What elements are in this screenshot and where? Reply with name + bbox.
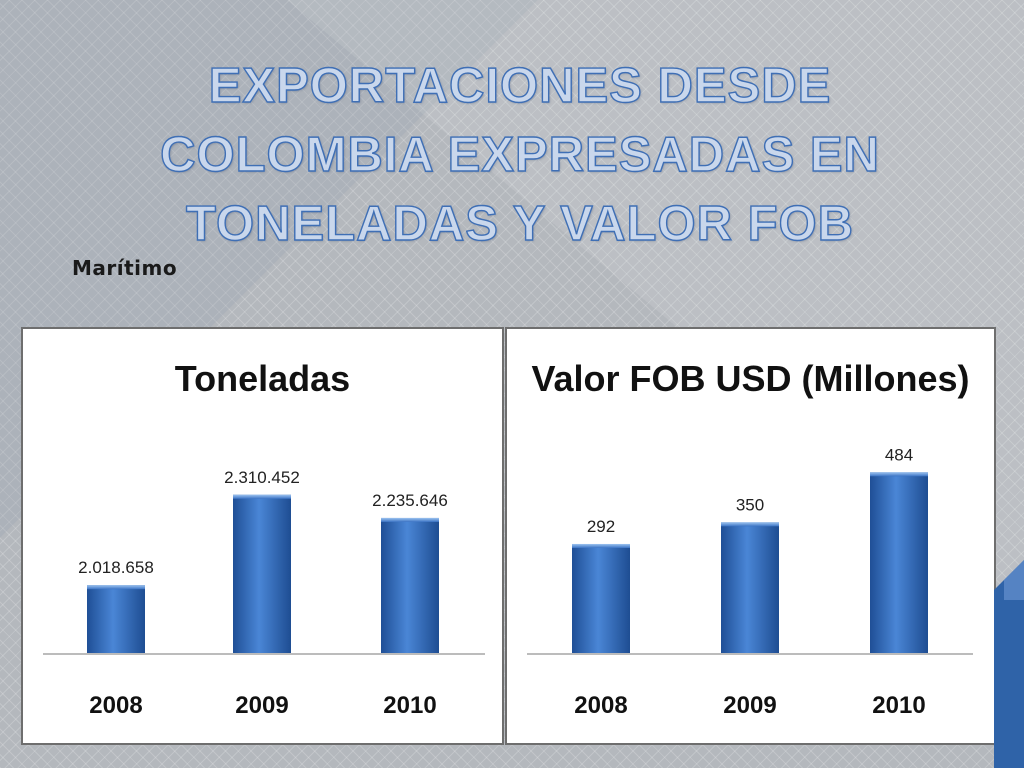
bar-2010: [870, 472, 928, 653]
data-label: 484: [885, 445, 913, 464]
corner-accent-shape: [994, 560, 1024, 768]
data-label: 350: [736, 495, 764, 514]
x-tick-label: 2010: [383, 692, 436, 719]
x-tick-label: 2009: [723, 692, 776, 719]
bar-2009: [721, 522, 779, 653]
data-label: 292: [587, 517, 615, 536]
x-tick-label: 2009: [235, 692, 288, 719]
chart-title: Valor FOB USD (Millones): [531, 358, 969, 399]
bar-2010: [381, 517, 439, 653]
bar-top-highlight: [87, 585, 145, 590]
data-label: 2.235.646: [372, 491, 448, 510]
bar-2008: [87, 585, 145, 653]
bar-2008: [572, 543, 630, 653]
data-label: 2.310.452: [224, 468, 300, 487]
bar-top-highlight: [233, 494, 291, 499]
chart-panel-toneladas: Toneladas 2.018.658 2008 2.310.452 2009 2.235…: [21, 327, 504, 745]
slide-subtitle: Marítimo: [72, 256, 178, 280]
bar-top-highlight: [572, 543, 630, 548]
chart-valor-fob: Valor FOB USD (Millones) 292 2008 350 2009 48…: [527, 358, 973, 719]
chart-title: Toneladas: [175, 358, 350, 399]
x-tick-label: 2010: [872, 692, 925, 719]
bar-top-highlight: [721, 522, 779, 527]
bar-top-highlight: [381, 517, 439, 522]
x-tick-label: 2008: [574, 692, 627, 719]
chart-toneladas: Toneladas 2.018.658 2008 2.310.452 2009 2.235…: [43, 358, 485, 719]
x-tick-label: 2008: [89, 692, 142, 719]
chart-panel-valor-fob: Valor FOB USD (Millones) 292 2008 350 2009 48…: [505, 327, 996, 745]
bar-2009: [233, 494, 291, 653]
bar-top-highlight: [870, 472, 928, 477]
slide-title: EXPORTACIONES DESDE COLOMBIA EXPRESADAS …: [159, 58, 880, 251]
data-label: 2.018.658: [78, 558, 154, 577]
